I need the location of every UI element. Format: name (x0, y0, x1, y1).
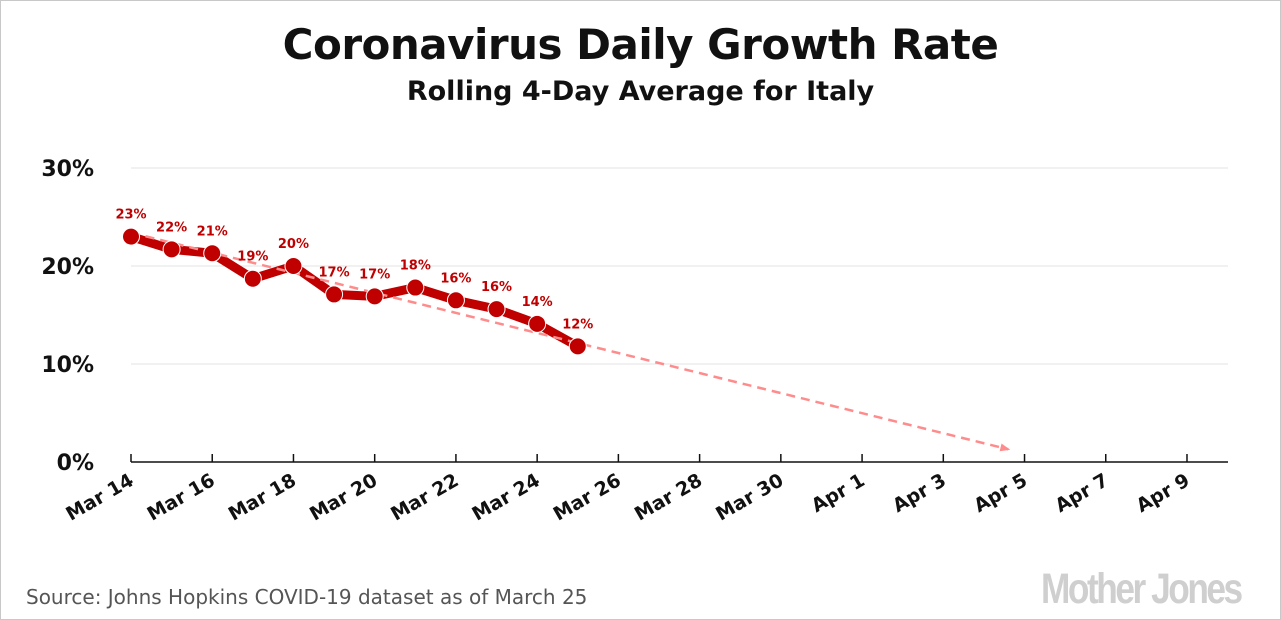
x-tick-label: Mar 28 (631, 469, 706, 525)
data-point (487, 300, 506, 319)
data-point (243, 269, 262, 288)
x-tick-label: Apr 1 (808, 469, 869, 517)
x-tick-label: Mar 16 (144, 469, 219, 525)
data-label: 21% (197, 224, 228, 239)
data-point (568, 337, 587, 356)
data-label: 18% (400, 259, 431, 274)
data-label: 17% (359, 267, 390, 282)
x-tick-label: Mar 26 (550, 469, 625, 525)
data-point (162, 240, 181, 259)
y-tick-label: 30% (41, 157, 94, 182)
data-label: 14% (522, 295, 553, 310)
source-note: Source: Johns Hopkins COVID-19 dataset a… (26, 585, 588, 609)
chart-subtitle: Rolling 4-Day Average for Italy (406, 76, 875, 107)
y-tick-label: 0% (57, 451, 94, 476)
x-tick-label: Apr 3 (889, 469, 950, 517)
x-tick-label: Mar 18 (225, 469, 300, 525)
x-tick-label: Mar 14 (62, 469, 137, 525)
x-tick-label: Mar 22 (387, 469, 462, 525)
data-label: 20% (278, 237, 309, 252)
data-point (528, 314, 547, 333)
data-point (406, 278, 425, 297)
data-label: 12% (562, 317, 593, 332)
data-point (325, 285, 344, 304)
x-tick-label: Mar 24 (468, 469, 543, 525)
data-label: 19% (237, 250, 268, 265)
x-tick-label: Mar 20 (306, 469, 381, 525)
data-label: 16% (481, 280, 512, 295)
data-label: 23% (115, 208, 146, 223)
x-tick-label: Apr 5 (970, 469, 1031, 517)
data-label: 22% (156, 220, 187, 235)
x-tick-label: Apr 7 (1051, 469, 1112, 517)
data-point (284, 257, 303, 275)
data-point (446, 291, 465, 310)
data-point (365, 287, 384, 306)
trend-line (130, 231, 1011, 452)
x-tick-label: Mar 30 (712, 469, 787, 525)
data-label: 17% (319, 265, 350, 280)
data-label: 16% (440, 271, 471, 286)
data-point (122, 227, 140, 246)
chart-title: Coronavirus Daily Growth Rate (282, 20, 999, 69)
y-tick-label: 20% (41, 255, 94, 280)
x-tick-label: Apr 9 (1133, 469, 1194, 517)
data-point (203, 244, 222, 263)
mother-jones-logo: Mother Jones (1041, 565, 1243, 613)
y-tick-label: 10% (41, 353, 94, 378)
